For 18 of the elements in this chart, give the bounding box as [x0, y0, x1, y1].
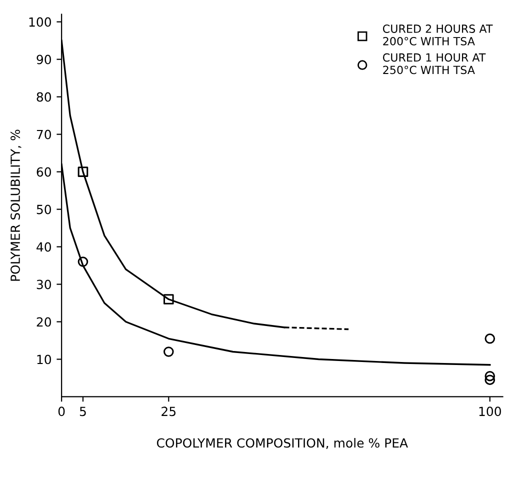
y-tick-label: 50	[36, 204, 52, 214]
y-tick-label: 40	[36, 242, 52, 252]
x-tick-label: 5	[80, 406, 86, 416]
y-axis-title: POLYMER SOLUBILITY, %	[10, 130, 22, 281]
x-axis-title: COPOLYMER COMPOSITION, mole % PEA	[156, 438, 408, 449]
y-tick-label: 60	[36, 167, 52, 177]
x-tick-label: 100	[479, 406, 501, 416]
y-tick-label: 70	[36, 130, 52, 140]
legend-label: CURED 2 HOURS AT 200°C WITH TSA	[382, 24, 493, 46]
y-tick-label: 20	[36, 317, 52, 327]
y-tick-label: 90	[36, 54, 52, 64]
y-tick-label: 100	[29, 17, 52, 27]
y-tick-label: 10	[37, 354, 52, 364]
x-tick-label: 0	[58, 406, 65, 416]
legend-label: CURED 1 HOUR AT 250°C WITH TSA	[382, 53, 486, 74]
y-tick-label: 30	[36, 280, 52, 290]
y-tick-label: 80	[36, 92, 52, 102]
x-tick-label: 25	[162, 406, 176, 416]
